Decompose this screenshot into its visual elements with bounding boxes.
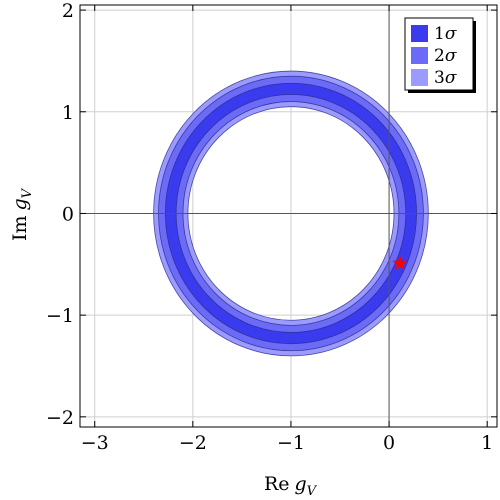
y-tick-label: −2 [46, 407, 74, 429]
legend-swatch-3sigma [411, 69, 428, 86]
y-tick-label: −1 [46, 305, 74, 327]
zero-axes [80, 5, 497, 427]
y-tick-label: 0 [62, 203, 74, 225]
x-tick-label: 1 [481, 432, 493, 454]
y-tick-label: 2 [62, 0, 74, 22]
axis-ticks: −3 −2 −1 0 1 −2 −1 0 1 2 [46, 0, 497, 454]
legend-label-3sigma: 3σ [434, 68, 457, 88]
legend-swatch-1sigma [411, 25, 428, 42]
legend-label-2sigma: 2σ [434, 46, 457, 66]
x-tick-label: 0 [383, 432, 395, 454]
plot-frame [79, 4, 498, 428]
star-marker [392, 255, 408, 270]
x-tick-label: −1 [277, 432, 305, 454]
y-axis-label: ImgV [9, 187, 35, 241]
marker-layer [392, 255, 408, 270]
legend-swatch-2sigma [411, 47, 428, 64]
legend-label-1sigma: 1σ [434, 24, 457, 44]
y-tick-label: 1 [62, 102, 74, 124]
x-tick-label: −3 [81, 432, 109, 454]
x-tick-label: −2 [179, 432, 207, 454]
x-axis-label: Re gV [264, 473, 318, 499]
